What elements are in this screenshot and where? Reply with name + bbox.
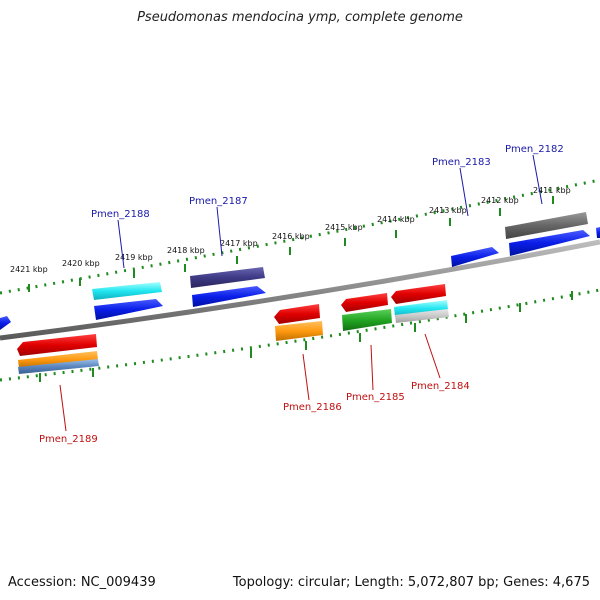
gene-arrow[interactable] bbox=[341, 293, 388, 312]
tick-label-2417: 2417 kbp bbox=[220, 239, 258, 248]
gene-arrow[interactable] bbox=[391, 284, 446, 304]
tick-label-2420: 2420 kbp bbox=[62, 259, 100, 268]
tick-label-2412: 2412 kbp bbox=[481, 196, 519, 205]
tick-label-2419: 2419 kbp bbox=[115, 253, 153, 262]
map-title: Pseudomonas mendocina ymp, complete geno… bbox=[137, 10, 463, 25]
gene-arrow[interactable] bbox=[451, 247, 499, 267]
upper-major-ticks bbox=[28, 196, 554, 292]
gene-arrow[interactable] bbox=[274, 304, 320, 324]
gene-label-pmen-2187[interactable]: Pmen_2187 bbox=[189, 196, 248, 207]
tick-label-2414: 2414 kbp bbox=[377, 215, 415, 224]
gene-block[interactable] bbox=[92, 282, 162, 300]
upper-gene-features bbox=[0, 212, 600, 330]
tick-label-2421: 2421 kbp bbox=[10, 265, 48, 274]
gene-arrow[interactable] bbox=[192, 286, 266, 307]
tick-label-2415: 2415 kbp bbox=[325, 223, 363, 232]
gene-block[interactable] bbox=[342, 309, 392, 331]
gene-block[interactable] bbox=[505, 212, 588, 239]
gene-label-pmen-2188[interactable]: Pmen_2188 bbox=[91, 209, 150, 220]
lower-major-ticks bbox=[39, 291, 573, 382]
gene-block[interactable] bbox=[394, 300, 448, 317]
tick-label-2416: 2416 kbp bbox=[272, 232, 310, 241]
gene-label-pmen-2185[interactable]: Pmen_2185 bbox=[346, 392, 405, 403]
gene-arrow[interactable] bbox=[596, 227, 600, 238]
gene-block[interactable] bbox=[190, 267, 265, 288]
tick-label-2418: 2418 kbp bbox=[167, 246, 205, 255]
gene-label-pmen-2182[interactable]: Pmen_2182 bbox=[505, 144, 564, 155]
genome-backbone bbox=[0, 239, 600, 341]
leader-lines-bottom bbox=[59, 333, 441, 432]
gene-block[interactable] bbox=[18, 351, 98, 368]
genome-summary-text: Topology: circular; Length: 5,072,807 bp… bbox=[232, 575, 590, 590]
gene-block[interactable] bbox=[275, 321, 323, 341]
gene-label-pmen-2183[interactable]: Pmen_2183 bbox=[432, 157, 491, 168]
gene-arrow[interactable] bbox=[94, 299, 163, 320]
lower-gene-features bbox=[17, 284, 449, 374]
accession-text: Accession: NC_009439 bbox=[8, 575, 156, 590]
leader-lines-top bbox=[117, 154, 543, 269]
gene-block[interactable] bbox=[395, 309, 449, 323]
gene-label-pmen-2189[interactable]: Pmen_2189 bbox=[39, 434, 98, 445]
gene-label-pmen-2184[interactable]: Pmen_2184 bbox=[411, 381, 470, 392]
tick-label-2413: 2413 kbp bbox=[429, 206, 467, 215]
gene-label-pmen-2186[interactable]: Pmen_2186 bbox=[283, 402, 342, 413]
gene-arrow[interactable] bbox=[509, 230, 590, 256]
gene-arrow[interactable] bbox=[17, 334, 97, 356]
gene-block[interactable] bbox=[18, 359, 99, 374]
tick-label-2411: 2411 kbp bbox=[533, 186, 571, 195]
gene-arrow[interactable] bbox=[0, 316, 11, 330]
